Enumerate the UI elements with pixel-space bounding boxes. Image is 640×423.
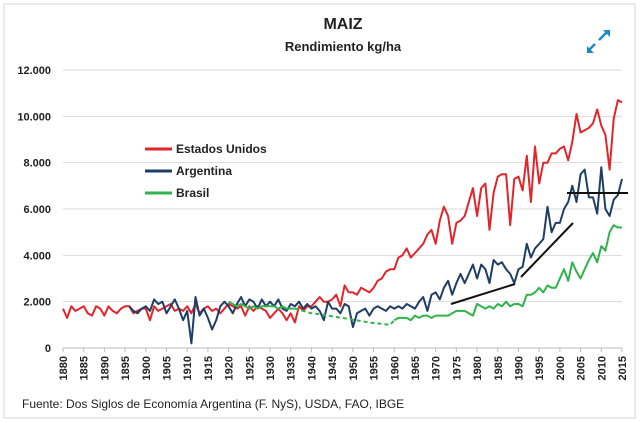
x-tick-label: 1935 xyxy=(286,356,298,380)
trend-lines xyxy=(450,192,628,305)
trend-line xyxy=(450,283,516,305)
x-tick-label: 1900 xyxy=(141,356,153,380)
x-tick-label: 2000 xyxy=(555,356,567,380)
series-line xyxy=(128,166,623,345)
icon-arrow xyxy=(587,46,594,53)
x-tick-label: 1915 xyxy=(203,356,215,380)
x-tick-label: 1975 xyxy=(451,356,463,380)
y-tick-label: 0 xyxy=(45,343,51,355)
x-tick-label: 1965 xyxy=(410,356,422,380)
trend-line xyxy=(520,222,574,278)
x-tick-label: 1995 xyxy=(534,356,546,380)
series-line xyxy=(393,224,622,322)
x-tick-label: 1880 xyxy=(58,356,70,380)
x-tick-label: 1895 xyxy=(120,356,132,380)
x-tick-label: 1990 xyxy=(513,356,525,380)
legend-label: Estados Unidos xyxy=(176,142,267,156)
x-tick-label: 1930 xyxy=(265,356,277,380)
x-tick-label: 1960 xyxy=(389,356,401,380)
x-tick-label: 1945 xyxy=(327,356,339,380)
x-tick-label: 2015 xyxy=(617,356,629,380)
x-tick-label: 1925 xyxy=(244,356,256,380)
legend-label: Argentina xyxy=(176,164,232,178)
chart-title: MAIZ xyxy=(323,16,362,33)
x-tick-label: 1985 xyxy=(493,356,505,380)
icon-stroke xyxy=(598,31,608,41)
x-tick-label: 1910 xyxy=(182,356,194,380)
frame xyxy=(3,3,636,419)
x-tick-label: 1940 xyxy=(306,356,318,380)
icon-arrow xyxy=(603,30,610,37)
legend-label: Brasil xyxy=(176,186,209,200)
y-tick-label: 8.000 xyxy=(23,158,51,170)
x-tick-label: 2010 xyxy=(596,356,608,380)
expand-icon[interactable] xyxy=(587,30,610,53)
series-line xyxy=(228,300,295,310)
source-note: Fuente: Dos Siglos de Economía Argentina… xyxy=(22,397,404,411)
series-line xyxy=(62,99,623,324)
x-tick-label: 1905 xyxy=(162,356,174,380)
y-tick-label: 10.000 xyxy=(17,111,51,123)
x-tick-label: 1885 xyxy=(79,356,91,380)
x-tick-label: 1980 xyxy=(472,356,484,380)
x-tick-label: 1970 xyxy=(431,356,443,380)
x-tick-label: 1955 xyxy=(369,356,381,380)
x-tick-label: 2005 xyxy=(576,356,588,380)
plot-area: 0 2.000 4.000 6.000 8.000 10.000 12.000 1880 188… xyxy=(17,65,629,380)
series-line xyxy=(294,307,396,326)
x-tick-label: 1890 xyxy=(99,356,111,380)
chart-subtitle: Rendimiento kg/ha xyxy=(285,39,402,54)
y-tick-label: 12.000 xyxy=(17,65,51,77)
x-tick-label: 1920 xyxy=(224,356,236,380)
x-tick-label: 1950 xyxy=(348,356,360,380)
y-tick-label: 4.000 xyxy=(23,250,51,262)
y-tick-label: 2.000 xyxy=(23,297,51,309)
y-tick-label: 6.000 xyxy=(23,204,51,216)
